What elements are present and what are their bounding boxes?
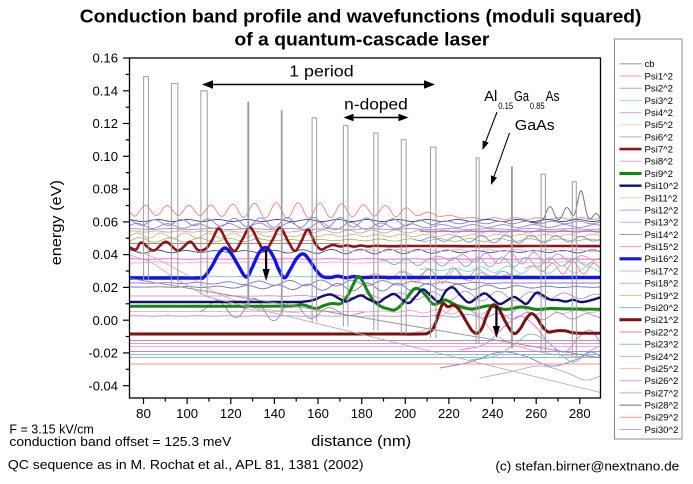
- svg-text:Psi1^2: Psi1^2: [645, 71, 674, 82]
- svg-text:0.00: 0.00: [93, 314, 119, 328]
- svg-text:0.14: 0.14: [93, 84, 119, 98]
- svg-text:100: 100: [176, 407, 198, 421]
- svg-text:0.15: 0.15: [498, 101, 513, 112]
- svg-text:Psi18^2: Psi18^2: [645, 279, 679, 290]
- svg-text:Psi25^2: Psi25^2: [645, 364, 679, 375]
- svg-text:-0.02: -0.02: [88, 347, 118, 361]
- svg-text:-0.04: -0.04: [88, 379, 118, 393]
- svg-text:Psi7^2: Psi7^2: [645, 145, 674, 156]
- svg-text:conduction band offset = 125.3: conduction band offset = 125.3 meV: [9, 434, 231, 449]
- svg-text:Psi9^2: Psi9^2: [645, 169, 674, 180]
- svg-text:Psi15^2: Psi15^2: [645, 242, 679, 253]
- svg-text:Psi5^2: Psi5^2: [645, 120, 674, 131]
- svg-text:Psi20^2: Psi20^2: [645, 303, 679, 314]
- svg-text:Psi27^2: Psi27^2: [645, 388, 679, 399]
- svg-text:Psi13^2: Psi13^2: [645, 218, 679, 229]
- svg-text:160: 160: [307, 407, 329, 421]
- svg-text:Al: Al: [484, 89, 497, 105]
- svg-text:140: 140: [264, 407, 286, 421]
- svg-text:Psi19^2: Psi19^2: [645, 291, 679, 302]
- svg-text:Psi10^2: Psi10^2: [645, 181, 679, 192]
- svg-text:220: 220: [438, 407, 460, 421]
- svg-text:120: 120: [220, 407, 242, 421]
- svg-text:QC sequence as in M. Rochat et: QC sequence as in M. Rochat et al., APL …: [8, 457, 364, 472]
- svg-text:0.12: 0.12: [93, 117, 119, 131]
- svg-text:Psi29^2: Psi29^2: [645, 413, 679, 424]
- svg-text:0.10: 0.10: [93, 150, 119, 164]
- svg-text:0.08: 0.08: [93, 183, 119, 197]
- svg-text:Psi8^2: Psi8^2: [645, 157, 674, 168]
- svg-text:of a quantum-cascade laser: of a quantum-cascade laser: [234, 28, 489, 49]
- svg-text:200: 200: [394, 407, 416, 421]
- svg-text:260: 260: [525, 407, 547, 421]
- svg-text:Psi6^2: Psi6^2: [645, 132, 674, 143]
- svg-text:Psi26^2: Psi26^2: [645, 376, 679, 387]
- svg-text:Psi11^2: Psi11^2: [645, 193, 678, 204]
- svg-text:0.02: 0.02: [93, 281, 119, 295]
- svg-text:GaAs: GaAs: [515, 118, 555, 134]
- svg-text:Psi12^2: Psi12^2: [645, 206, 679, 217]
- svg-text:Psi22^2: Psi22^2: [645, 327, 679, 338]
- svg-text:Psi16^2: Psi16^2: [645, 254, 679, 265]
- svg-text:240: 240: [482, 407, 504, 421]
- svg-text:distance (nm): distance (nm): [311, 433, 411, 450]
- svg-text:280: 280: [569, 407, 591, 421]
- svg-text:(c) stefan.birner@nextnano.de: (c) stefan.birner@nextnano.de: [495, 458, 679, 473]
- svg-text:0.85: 0.85: [530, 101, 545, 112]
- svg-text:0.06: 0.06: [93, 216, 119, 230]
- svg-text:Conduction band profile and wa: Conduction band profile and wavefunction…: [80, 5, 642, 26]
- svg-text:Psi2^2: Psi2^2: [645, 84, 674, 95]
- svg-text:cb: cb: [645, 59, 655, 70]
- svg-text:Psi30^2: Psi30^2: [645, 425, 679, 436]
- svg-text:As: As: [546, 89, 560, 105]
- svg-text:Psi3^2: Psi3^2: [645, 96, 674, 107]
- svg-text:Psi24^2: Psi24^2: [645, 352, 679, 363]
- svg-text:Ga: Ga: [514, 89, 530, 105]
- svg-text:0.16: 0.16: [93, 52, 119, 66]
- svg-text:0.04: 0.04: [93, 248, 119, 262]
- svg-text:Psi14^2: Psi14^2: [645, 230, 679, 241]
- svg-text:n-doped: n-doped: [344, 96, 408, 113]
- svg-text:F = 3.15 kV/cm: F = 3.15 kV/cm: [9, 423, 93, 437]
- svg-text:Psi21^2: Psi21^2: [645, 315, 679, 326]
- svg-text:1 period: 1 period: [289, 64, 354, 81]
- svg-text:Psi23^2: Psi23^2: [645, 340, 679, 351]
- svg-text:80: 80: [136, 407, 151, 421]
- svg-text:Psi28^2: Psi28^2: [645, 401, 679, 412]
- svg-text:energy (eV): energy (eV): [48, 180, 65, 265]
- svg-text:180: 180: [351, 407, 373, 421]
- svg-text:Psi4^2: Psi4^2: [645, 108, 674, 119]
- svg-text:Psi17^2: Psi17^2: [645, 266, 679, 277]
